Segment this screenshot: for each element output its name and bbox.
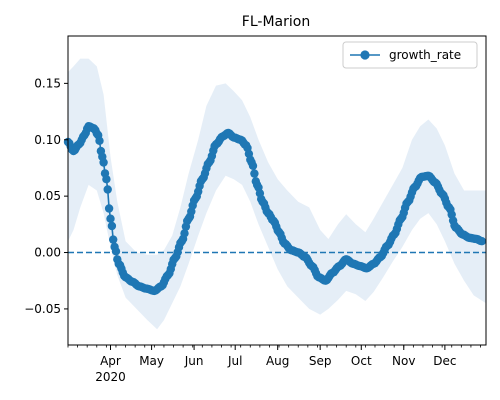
x-tick-label: Dec bbox=[433, 354, 456, 368]
data-point bbox=[107, 221, 117, 231]
x-tick-label: Apr bbox=[100, 354, 121, 368]
y-tick-label: 0.05 bbox=[34, 189, 61, 203]
data-point bbox=[103, 185, 112, 194]
data-point bbox=[109, 235, 118, 244]
x-tick-label: Jun bbox=[184, 354, 204, 368]
x-tick-year-label: 2020 bbox=[95, 370, 126, 384]
y-tick-label: 0.15 bbox=[34, 76, 61, 90]
data-point bbox=[180, 229, 189, 238]
data-point bbox=[106, 214, 115, 223]
y-tick-label: −0.05 bbox=[24, 302, 61, 316]
data-point bbox=[248, 161, 258, 170]
y-tick-label: 0.10 bbox=[34, 133, 61, 147]
legend-frame bbox=[342, 41, 478, 69]
x-tick-label: Nov bbox=[392, 354, 415, 368]
x-tick-label: Aug bbox=[266, 354, 289, 368]
x-tick-label: May bbox=[139, 354, 164, 368]
data-point bbox=[102, 175, 111, 184]
y-tick-label: 0.00 bbox=[34, 246, 61, 260]
data-point bbox=[111, 247, 121, 256]
confidence-band bbox=[68, 58, 486, 330]
x-tick-label: Sep bbox=[309, 354, 332, 368]
x-tick-label: Jul bbox=[227, 354, 242, 368]
data-point bbox=[95, 136, 104, 145]
data-point bbox=[99, 158, 108, 167]
legend-dot-marker bbox=[360, 50, 370, 60]
data-point bbox=[477, 237, 487, 246]
axes: −0.05 0.00 0.05 0.10 0.15 Apr 2020 May Jun Jul Aug… bbox=[24, 35, 487, 384]
legend: growth_rate bbox=[342, 41, 478, 69]
confidence-band-layer bbox=[68, 58, 486, 330]
data-point bbox=[250, 169, 259, 178]
series-layer bbox=[63, 122, 487, 296]
legend-label-growth-rate: growth_rate bbox=[389, 48, 461, 62]
x-tick-label: Oct bbox=[351, 354, 372, 368]
plot-frame bbox=[67, 35, 487, 346]
data-point bbox=[104, 204, 114, 213]
chart-title: FL-Marion bbox=[242, 14, 310, 30]
